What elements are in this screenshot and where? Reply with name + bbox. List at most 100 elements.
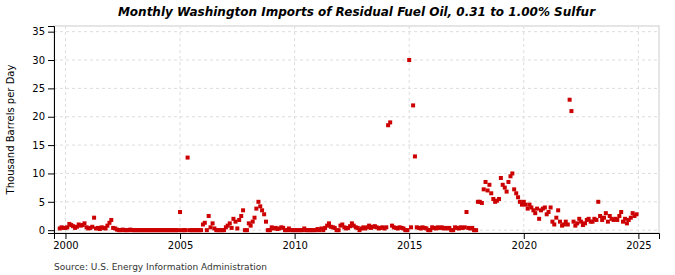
point (514, 191, 518, 195)
point (176, 228, 180, 232)
tick: 5 (39, 197, 54, 208)
point (327, 221, 331, 225)
tick-mark (638, 233, 639, 239)
point (497, 197, 501, 201)
plot: 20002005201020152020202505101520253035 (32, 26, 659, 251)
point (258, 204, 262, 208)
point (635, 212, 639, 216)
point (463, 225, 467, 229)
point (186, 156, 190, 160)
point (480, 201, 484, 205)
grid-line (54, 145, 659, 146)
tick-mark (48, 230, 54, 231)
point (254, 207, 258, 211)
point (558, 220, 562, 224)
point (594, 218, 598, 222)
point (604, 211, 608, 215)
tick: 20 (32, 111, 54, 122)
point (596, 200, 600, 204)
points (58, 58, 639, 232)
tick: 2000 (53, 233, 78, 251)
point (506, 180, 510, 184)
tick: 30 (32, 55, 54, 66)
tick-mark (295, 233, 296, 239)
point (602, 216, 606, 220)
point (516, 195, 520, 199)
point (178, 210, 182, 214)
point (388, 120, 392, 124)
tick-label: 20 (32, 111, 45, 122)
point (568, 98, 572, 102)
grid-line (54, 60, 659, 61)
tick-mark (180, 233, 181, 239)
tick-label: 25 (32, 83, 45, 94)
point (413, 154, 417, 158)
point (249, 224, 253, 228)
point (625, 221, 629, 225)
point (537, 217, 541, 221)
point (566, 222, 570, 226)
point (598, 214, 602, 218)
tick: 2025 (626, 233, 651, 251)
tick-label: 2025 (626, 240, 651, 251)
x-axis: 200020052010201520202025 (53, 233, 659, 251)
annotation: Source: U.S. Energy Information Administ… (54, 262, 267, 272)
point (484, 180, 488, 184)
point (524, 203, 528, 207)
point (209, 225, 213, 229)
grid-line (54, 88, 659, 89)
point (337, 228, 341, 232)
point (579, 220, 583, 224)
point (256, 200, 260, 204)
point (556, 208, 560, 212)
grid-line (65, 26, 66, 233)
tick-mark (48, 173, 54, 174)
point (569, 109, 573, 113)
point (82, 221, 86, 225)
tick-label: 2015 (397, 240, 422, 251)
point (554, 216, 558, 220)
point (533, 211, 537, 215)
tick: 10 (32, 168, 54, 179)
point (109, 218, 113, 222)
point (487, 183, 491, 187)
grid-line (54, 201, 659, 202)
point (535, 207, 539, 211)
tick: 25 (32, 83, 54, 94)
tick-mark (48, 88, 54, 89)
point (228, 221, 232, 225)
point (474, 228, 478, 232)
point (489, 191, 493, 195)
point (543, 205, 547, 209)
point (405, 228, 409, 232)
point (526, 207, 530, 211)
point (505, 190, 509, 194)
point (245, 228, 249, 232)
title: Monthly Washington Imports of Residual F… (118, 5, 596, 19)
point (549, 205, 553, 209)
tick-label: 5 (39, 197, 45, 208)
point (617, 214, 621, 218)
point (411, 103, 415, 107)
chart: 20002005201020152020202505101520253035Mo… (0, 0, 675, 275)
grid-line (54, 173, 659, 174)
tick-label: 2010 (282, 240, 307, 251)
point (503, 186, 507, 190)
tick-label: 10 (32, 168, 45, 179)
point (205, 228, 209, 232)
tick: 2020 (512, 233, 537, 251)
tick-label: 2020 (512, 240, 537, 251)
point (615, 218, 619, 222)
point (547, 210, 551, 214)
point (572, 220, 576, 224)
point (251, 220, 255, 224)
axis-line (55, 234, 660, 240)
point (203, 221, 207, 225)
grid-line (54, 116, 659, 117)
point (499, 176, 503, 180)
point (237, 218, 241, 222)
tick: 2015 (397, 233, 422, 251)
axis-line (48, 27, 55, 234)
point (211, 221, 215, 225)
tick-mark (48, 145, 54, 146)
